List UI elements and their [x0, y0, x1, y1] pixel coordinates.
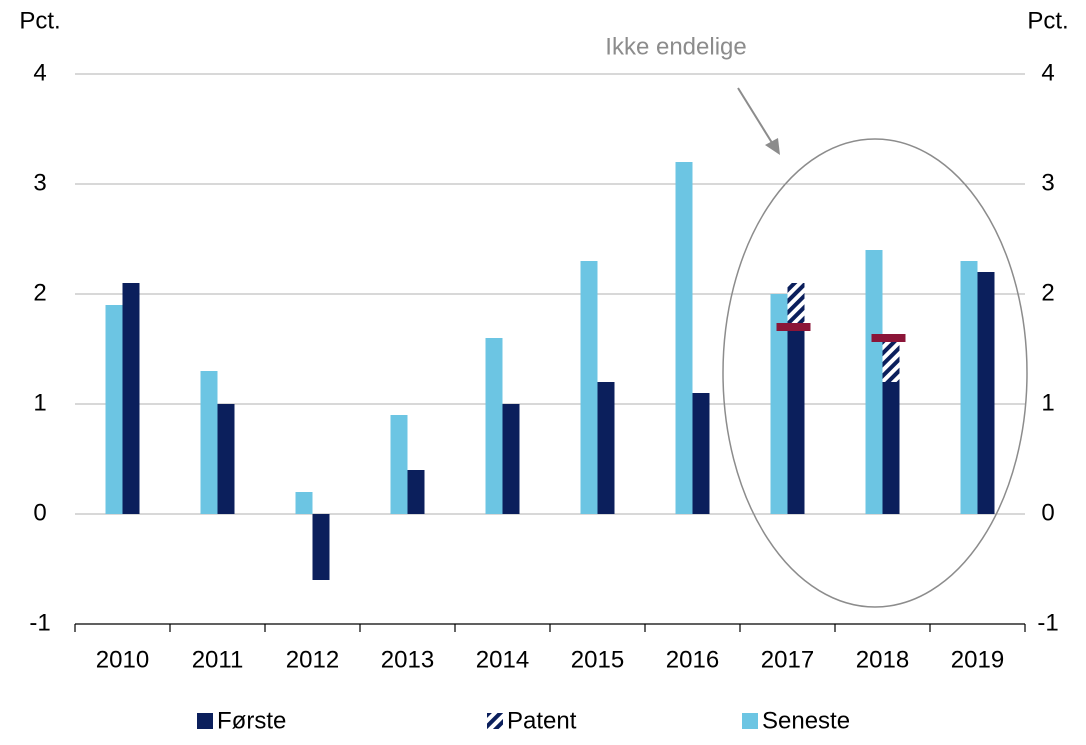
marker [776, 323, 811, 331]
y-tick-label: 4 [33, 59, 46, 86]
legend-label: Første [217, 707, 286, 734]
y-tick-label-right: 4 [1041, 59, 1054, 86]
bar-seneste [200, 371, 218, 514]
y-tick-label-right: 1 [1041, 389, 1054, 416]
bar-forste [312, 514, 330, 580]
bar-forste [407, 470, 425, 514]
x-tick-label: 2015 [571, 646, 624, 673]
y-tick-label-right: 2 [1041, 279, 1054, 306]
bar-forste [597, 382, 615, 514]
x-tick-label: 2017 [761, 646, 814, 673]
bar-seneste [770, 294, 788, 514]
y-tick-label: 1 [33, 389, 46, 416]
bar-seneste [865, 250, 883, 514]
bar-seneste [390, 415, 408, 514]
y-tick-label: -1 [29, 609, 50, 636]
bar-patent [882, 338, 900, 382]
y-tick-label: 3 [33, 169, 46, 196]
x-tick-label: 2012 [286, 646, 339, 673]
highlight-ellipse [722, 138, 1028, 608]
bar-forste [217, 404, 235, 514]
bar-forste [692, 393, 710, 514]
annotation: Ikke endelige [605, 33, 746, 60]
y-axis-label-left: Pct. [19, 7, 60, 34]
bar-forste [787, 327, 805, 514]
annotation-arrowhead [765, 138, 780, 155]
y-axis-label-right: Pct. [1027, 7, 1068, 34]
y-tick-label-right: 0 [1041, 499, 1054, 526]
bar-forste [882, 382, 900, 514]
legend-label: Seneste [762, 707, 850, 734]
x-tick-label: 2019 [951, 646, 1004, 673]
y-tick-label-right: 3 [1041, 169, 1054, 196]
marker [871, 334, 906, 342]
plot: -1 -1 0 0 1 1 2 2 3 3 4 4 2010 2011 2012 2013 2014 2015 20… [29, 59, 1058, 734]
bar-forste [502, 404, 520, 514]
bar-seneste [105, 305, 123, 514]
bar-seneste [485, 338, 503, 514]
legend-swatch [742, 713, 758, 729]
bar-seneste [295, 492, 313, 514]
y-tick-label-right: -1 [1037, 609, 1058, 636]
y-tick-label: 2 [33, 279, 46, 306]
legend-label: Patent [507, 707, 577, 734]
x-tick-label: 2010 [96, 646, 149, 673]
bar-seneste [960, 261, 978, 514]
x-tick-label: 2016 [666, 646, 719, 673]
bar-patent [787, 283, 805, 327]
bar-seneste [675, 162, 693, 514]
legend-swatch [487, 713, 503, 729]
bar-forste [977, 272, 995, 514]
x-tick-label: 2013 [381, 646, 434, 673]
x-tick-label: 2018 [856, 646, 909, 673]
x-tick-label: 2014 [476, 646, 529, 673]
bar-seneste [580, 261, 598, 514]
legend-swatch [197, 713, 213, 729]
bar-forste [122, 283, 140, 514]
y-tick-label: 0 [33, 499, 46, 526]
annotation-arrow [737, 87, 775, 147]
x-tick-label: 2011 [192, 646, 244, 673]
